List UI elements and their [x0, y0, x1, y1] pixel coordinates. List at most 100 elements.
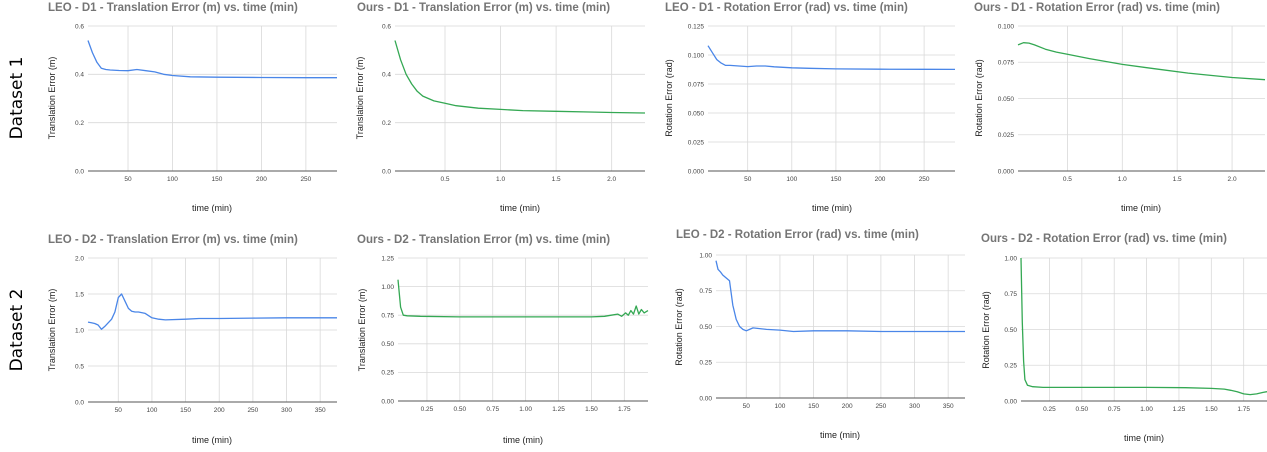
series-line	[87, 40, 337, 79]
chart-8: 0.00 0.25 0.50 0.75 1.00 0.25 0.50 0.75 1.00 1.25…	[981, 233, 1267, 443]
x-tick-label: 150	[830, 176, 841, 183]
x-axis-label: time (min)	[1121, 203, 1161, 213]
x-axis-label: time (min)	[812, 203, 852, 213]
chart-3: 0.000 0.025 0.050 0.075 0.100 0.125 50 100 150 20…	[664, 2, 956, 213]
x-tick-label: 200	[875, 176, 886, 183]
y-axis-label: Rotation Error (rad)	[974, 59, 984, 137]
chart-5: 0.0 0.5 1.0 1.5 2.0 50 100 150 200 250 300 350 LEO -…	[47, 234, 337, 445]
y-tick-label: 0.0	[75, 168, 84, 175]
y-tick-label: 0.100	[998, 23, 1015, 30]
x-tick-label: 0.50	[1076, 406, 1089, 413]
chart-2: 0.0 0.2 0.4 0.6 0.5 1.0 1.5 2.0 Ours - D1 - Tran…	[355, 2, 646, 213]
x-tick-label: 1.75	[1237, 406, 1250, 413]
x-axis-label: time (min)	[1124, 433, 1164, 443]
chart-title: Ours - D2 - Translation Error (m) vs. ti…	[357, 234, 610, 246]
series-line	[394, 40, 646, 114]
y-tick-label: 1.00	[1004, 255, 1017, 262]
y-tick-label: 0.050	[688, 110, 705, 117]
y-axis-label: Translation Error (m)	[357, 289, 367, 372]
x-tick-label: 1.5	[552, 176, 561, 183]
x-tick-label: 100	[147, 407, 158, 414]
y-tick-label: 0.000	[998, 168, 1015, 175]
y-tick-label: 0.125	[688, 23, 705, 30]
y-axis-label: Rotation Error (rad)	[674, 288, 684, 366]
series-line	[715, 260, 965, 333]
x-tick-label: 1.25	[1173, 406, 1186, 413]
y-tick-label: 0.100	[688, 52, 705, 59]
y-tick-label: 1.00	[381, 284, 394, 291]
y-tick-label: 0.050	[998, 96, 1015, 103]
x-tick-label: 250	[919, 176, 930, 183]
y-tick-label: 0.025	[998, 132, 1015, 139]
chart-title: LEO - D2 - Translation Error (m) vs. tim…	[48, 234, 298, 246]
x-tick-label: 1.00	[1140, 406, 1153, 413]
y-tick-label: 0.025	[688, 139, 705, 146]
x-axis-label: time (min)	[820, 430, 860, 440]
x-tick-label: 2.0	[607, 176, 616, 183]
y-tick-label: 0.50	[381, 341, 394, 348]
x-tick-label: 200	[842, 403, 853, 410]
y-tick-label: 1.25	[381, 255, 394, 262]
y-tick-label: 2.0	[75, 255, 84, 262]
y-tick-label: 0.6	[382, 23, 391, 30]
y-tick-label: 0.25	[699, 360, 712, 367]
x-tick-label: 0.5	[440, 176, 449, 183]
y-tick-label: 0.25	[1004, 363, 1017, 370]
y-tick-label: 0.2	[382, 120, 391, 127]
x-axis-label: time (min)	[500, 203, 540, 213]
y-axis-label: Rotation Error (rad)	[664, 59, 674, 137]
chart-7: 0.00 0.25 0.50 0.75 1.00 50 100 150 200 250 300 350…	[674, 229, 965, 440]
chart-title: Ours - D2 - Rotation Error (rad) vs. tim…	[981, 233, 1227, 245]
x-tick-label: 1.50	[1205, 406, 1218, 413]
y-tick-label: 0.50	[1004, 327, 1017, 334]
y-tick-label: 0.25	[381, 370, 394, 377]
y-tick-label: 0.75	[699, 288, 712, 295]
x-tick-label: 1.75	[618, 406, 631, 413]
x-tick-label: 50	[115, 407, 123, 414]
x-tick-label: 1.25	[552, 406, 565, 413]
chart-title: LEO - D1 - Translation Error (m) vs. tim…	[48, 2, 298, 14]
y-tick-label: 0.5	[75, 363, 84, 370]
chart-title: LEO - D1 - Rotation Error (rad) vs. time…	[665, 2, 908, 14]
x-tick-label: 0.25	[1043, 406, 1056, 413]
series-line	[1017, 42, 1266, 81]
x-axis-label: time (min)	[503, 435, 543, 445]
x-axis-label: time (min)	[192, 435, 232, 445]
x-tick-label: 0.5	[1063, 176, 1072, 183]
chart-title: Ours - D1 - Translation Error (m) vs. ti…	[357, 2, 610, 14]
x-tick-label: 1.5	[1173, 176, 1182, 183]
series-line	[87, 293, 337, 330]
x-tick-label: 250	[247, 407, 258, 414]
y-axis-label: Translation Error (m)	[47, 289, 57, 372]
x-tick-label: 300	[909, 403, 920, 410]
chart-4: 0.000 0.025 0.050 0.075 0.100 0.5 1.0 1.5 2.0 Our…	[974, 2, 1266, 213]
y-tick-label: 0.2	[75, 120, 84, 127]
chart-title: LEO - D2 - Rotation Error (rad) vs. time…	[676, 229, 919, 241]
x-tick-label: 150	[180, 407, 191, 414]
y-tick-label: 0.50	[699, 324, 712, 331]
x-tick-label: 100	[775, 403, 786, 410]
y-tick-label: 1.00	[699, 252, 712, 259]
y-tick-label: 0.00	[699, 395, 712, 402]
series-line	[1020, 257, 1267, 396]
x-tick-label: 2.0	[1228, 176, 1237, 183]
x-tick-label: 200	[214, 407, 225, 414]
y-axis-label: Translation Error (m)	[47, 57, 57, 140]
x-tick-label: 1.00	[519, 406, 532, 413]
y-tick-label: 1.5	[75, 291, 84, 298]
y-tick-label: 0.0	[382, 168, 391, 175]
y-tick-label: 0.4	[75, 72, 84, 79]
x-tick-label: 200	[256, 176, 267, 183]
x-axis-label: time (min)	[192, 203, 232, 213]
chart-1: 0.0 0.2 0.4 0.6 50 100 150 200 250 LEO - D1 - Tra…	[47, 2, 337, 213]
x-tick-label: 50	[124, 176, 132, 183]
y-tick-label: 0.00	[1004, 398, 1017, 405]
y-tick-label: 0.075	[998, 60, 1015, 67]
x-tick-label: 1.0	[1118, 176, 1127, 183]
y-tick-label: 0.6	[75, 23, 84, 30]
x-tick-label: 0.75	[1108, 406, 1121, 413]
y-tick-label: 0.75	[381, 313, 394, 320]
x-tick-label: 0.50	[454, 406, 467, 413]
y-tick-label: 1.0	[75, 327, 84, 334]
